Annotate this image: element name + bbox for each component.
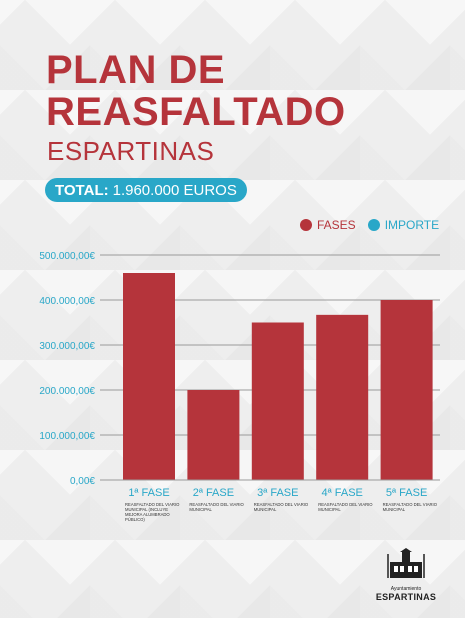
y-tick-label: 400.000,00€: [39, 296, 95, 307]
logo-big-text: ESPARTINAS: [375, 592, 437, 602]
legend-label-fases: FASES: [317, 218, 356, 232]
y-tick-label: 200.000,00€: [39, 386, 95, 397]
legend-swatch-fases: [300, 219, 312, 231]
bar: [123, 273, 175, 480]
total-label: TOTAL:: [55, 181, 109, 199]
y-tick-label: 100.000,00€: [39, 431, 95, 442]
y-tick-label: 300.000,00€: [39, 341, 95, 352]
legend-label-importe: IMPORTE: [384, 218, 440, 232]
chart-legend: FASES IMPORTE: [300, 218, 451, 232]
x-tick-label: 1ª FASE: [128, 487, 169, 499]
logo-small-text: Ayuntamiento: [390, 586, 422, 592]
legend-item-importe: IMPORTE: [367, 218, 440, 232]
y-tick-label: 0,00€: [70, 476, 95, 487]
category-note: REASFALTADO DEL VIARIO MUNICIPAL: [383, 502, 438, 512]
y-tick-label: 500.000,00€: [39, 251, 95, 262]
x-tick-label: 2ª FASE: [193, 487, 234, 499]
category-note: REASFALTADO DEL VIARIO MUNICIPAL (INCLUYE…: [125, 502, 180, 522]
page-title-line2: REASFALTADO: [46, 90, 346, 134]
legend-swatch-importe: [367, 219, 380, 231]
category-note: REASFALTADO DEL VIARIO MUNICIPAL: [254, 502, 309, 512]
bar: [187, 390, 240, 480]
legend-item-fases: FASES: [300, 218, 356, 232]
x-tick-label: 4ª FASE: [322, 487, 363, 499]
municipality-logo: Ayuntamiento ESPARTINAS: [370, 548, 442, 602]
x-tick-label: 5ª FASE: [386, 487, 427, 499]
bar: [251, 322, 304, 480]
total-badge: TOTAL: 1.960.000 EUROS: [45, 178, 247, 202]
bar: [316, 314, 369, 480]
page-title-line1: PLAN DE: [46, 48, 226, 92]
category-note: REASFALTADO DEL VIARIO MUNICIPAL: [189, 502, 244, 512]
total-value: 1.960.000 EUROS: [112, 181, 237, 199]
bar: [380, 300, 433, 480]
category-note: REASFALTADO DEL VIARIO MUNICIPAL: [318, 502, 373, 512]
town-hall-icon: [387, 548, 425, 578]
x-tick-label: 3ª FASE: [257, 487, 298, 499]
page-subtitle: ESPARTINAS: [47, 136, 215, 166]
